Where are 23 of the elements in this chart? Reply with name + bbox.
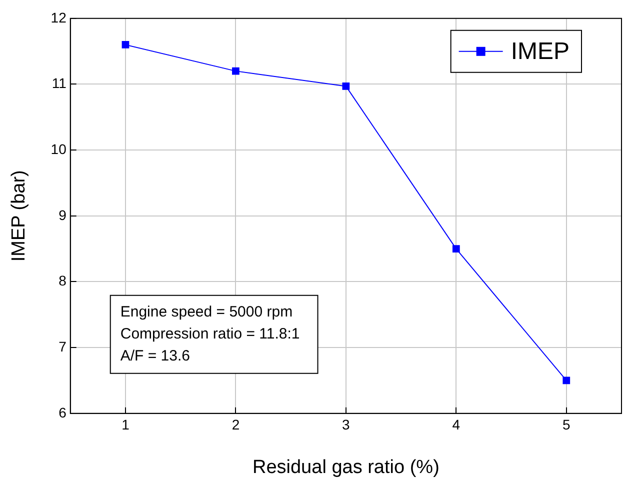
y-tick-label: 7 bbox=[58, 338, 67, 354]
y-axis-title: IMEP (bar) bbox=[8, 170, 30, 262]
y-tick-label: 8 bbox=[58, 272, 67, 289]
annotation: A/F = 13.6 bbox=[120, 348, 190, 365]
point bbox=[122, 41, 130, 48]
legend-label: IMEP bbox=[510, 38, 570, 66]
point bbox=[452, 245, 460, 252]
x-tick-label: 3 bbox=[342, 416, 350, 433]
x-tick-label: 4 bbox=[452, 416, 460, 433]
y-tick-label: 9 bbox=[58, 206, 67, 223]
x-tick-label: 1 bbox=[122, 416, 130, 433]
point bbox=[562, 376, 570, 384]
x-tick-label: 5 bbox=[562, 416, 570, 433]
point bbox=[232, 67, 240, 75]
y-tick-label: 6 bbox=[58, 404, 67, 420]
x-axis-title: Residual gas ratio (%) bbox=[252, 456, 440, 478]
point bbox=[342, 82, 350, 90]
y-tick-label: 11 bbox=[52, 75, 67, 92]
annotation: Compression ratio = 11.8:1 bbox=[120, 326, 300, 343]
y-tick-label: 12 bbox=[50, 9, 67, 26]
x-tick-label: 2 bbox=[232, 416, 240, 433]
y-tick-label: 10 bbox=[50, 140, 67, 157]
annotation: Engine speed = 5000 rpm bbox=[120, 304, 293, 321]
